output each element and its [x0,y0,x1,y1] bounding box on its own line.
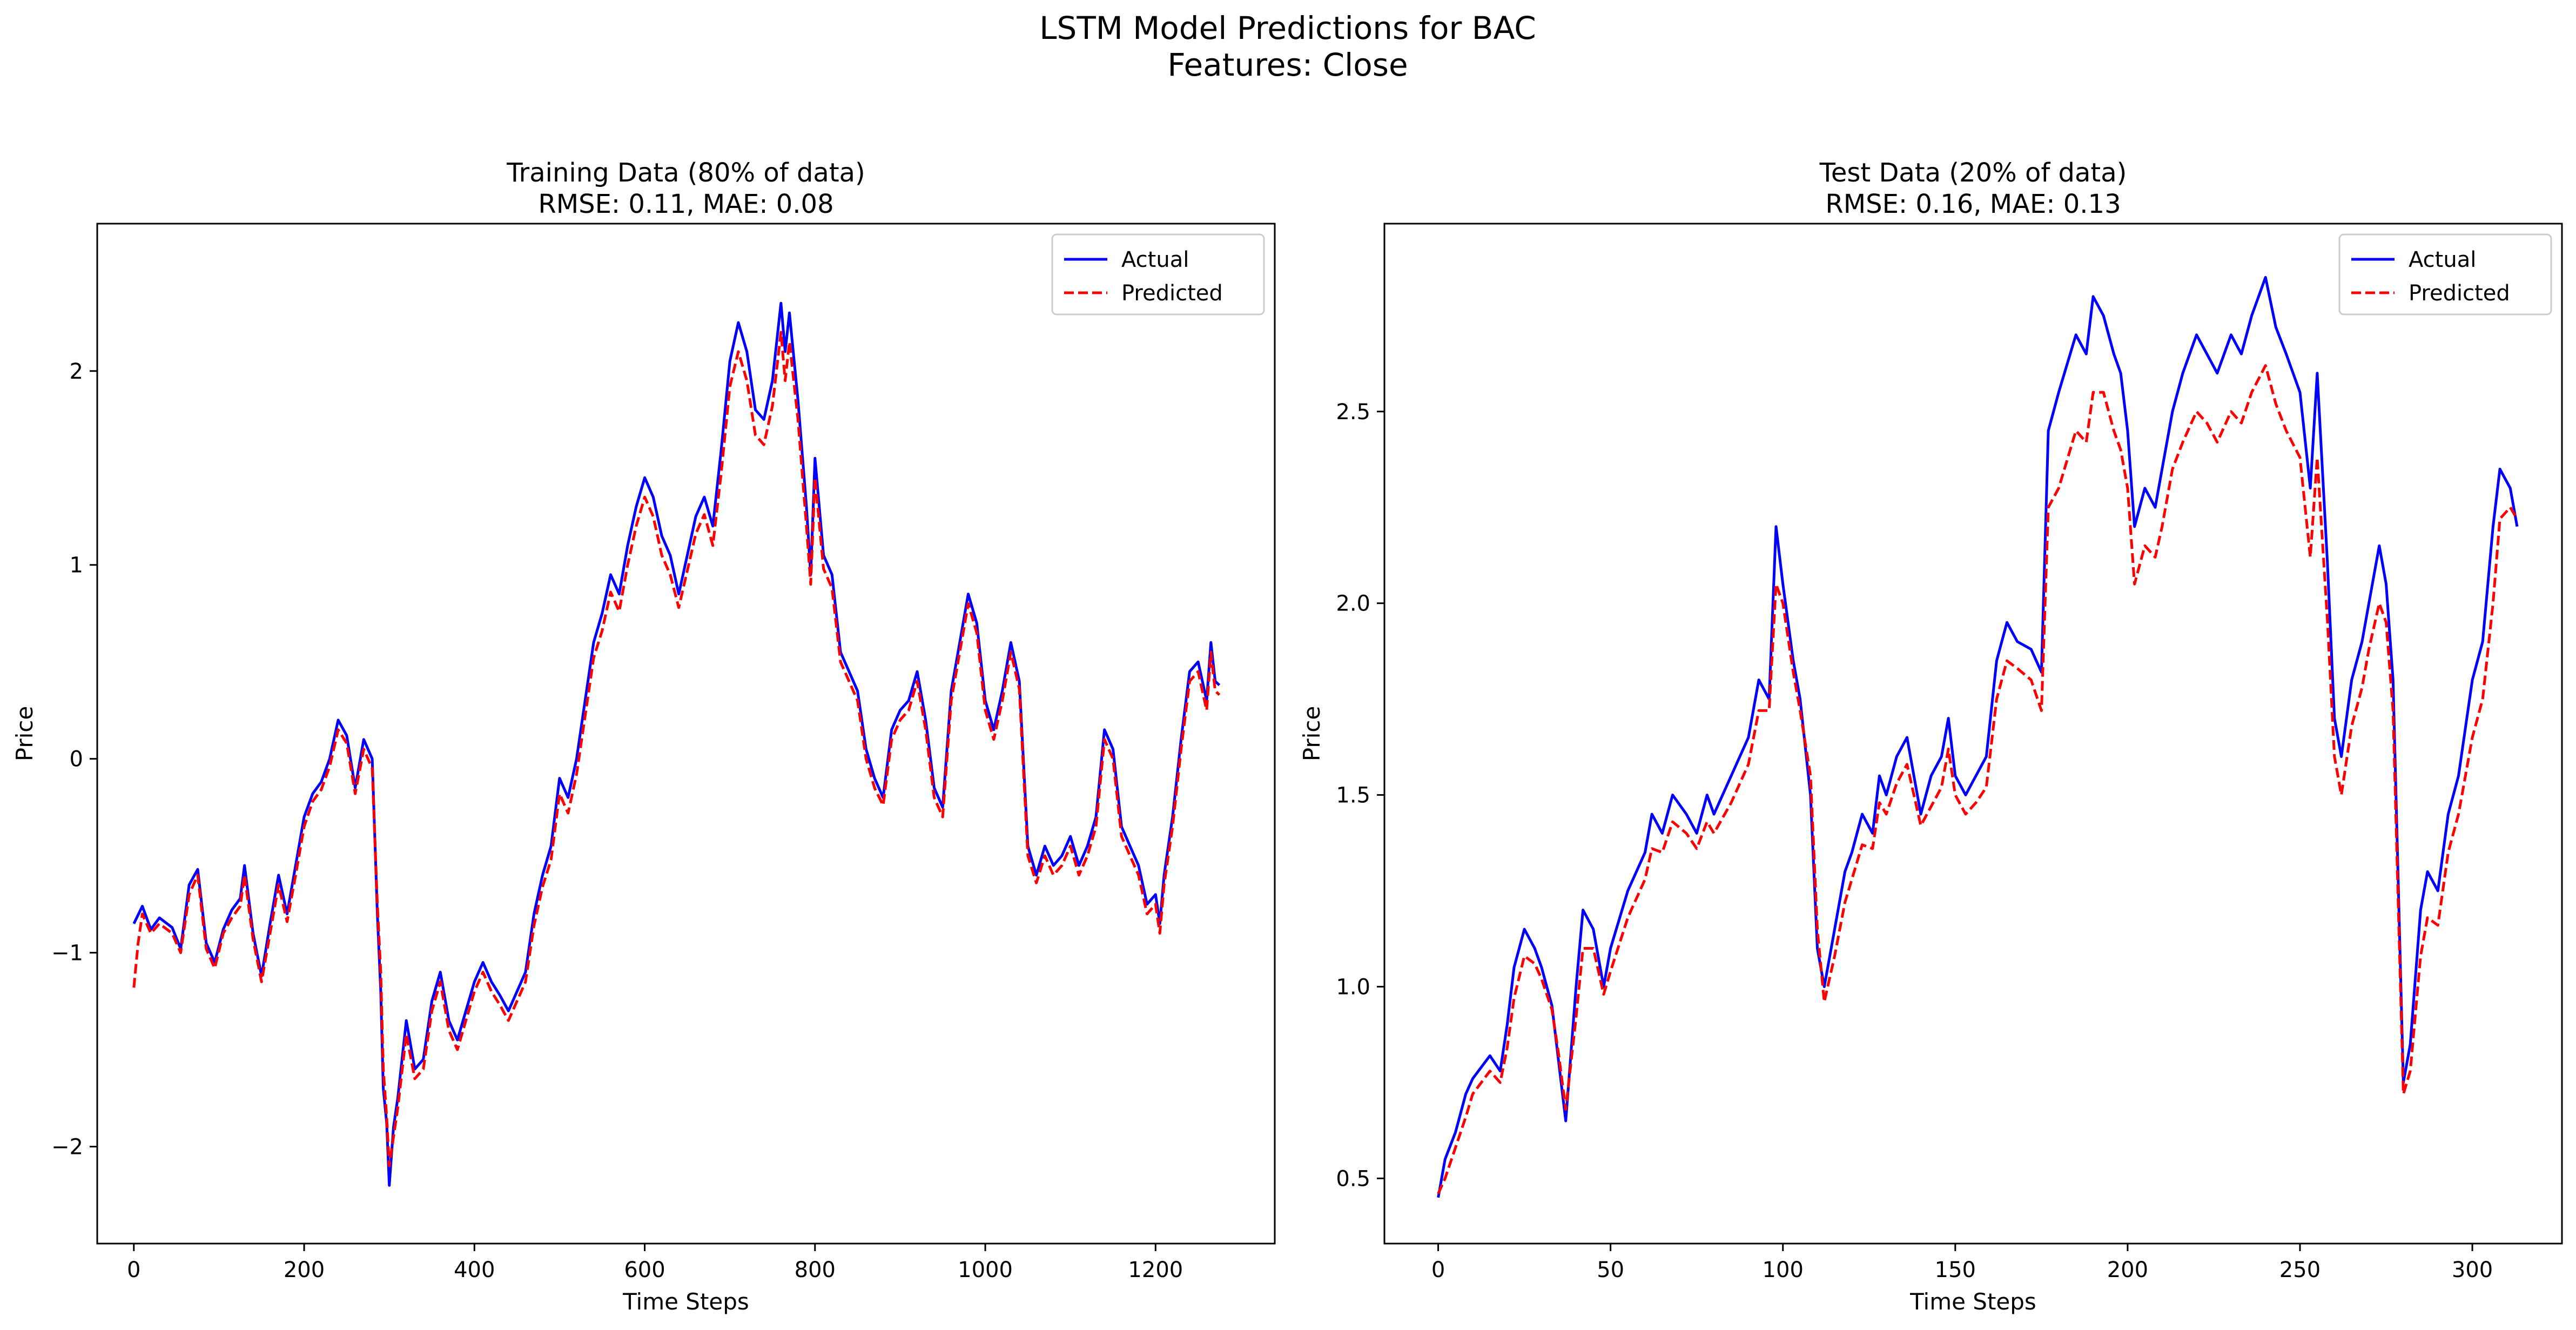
training-chart-title-line2: RMSE: 0.11, MAE: 0.08 [538,189,833,219]
figure-title-line2: Features: Close [1167,46,1408,83]
test-x-tick-label: 50 [1597,1258,1624,1282]
training-series-actual-line [132,301,1221,1187]
test-x-axis-label: Time Steps [1909,1288,2036,1315]
training-x-axis-label: Time Steps [622,1288,749,1315]
training-axes-frame [96,223,1276,1245]
training-chart-title-line1: Training Data (80% of data) [506,158,865,188]
training-legend-label-actual: Actual [1121,247,1189,272]
training-x-tick-label: 1000 [958,1258,1013,1282]
test-y-tick-label: 2.0 [1336,592,1370,616]
training-series-predicted-line [132,331,1221,1167]
training-x-tick-label: 0 [127,1258,140,1282]
test-x-tick-label: 300 [2452,1258,2493,1282]
test-y-tick-label: 2.5 [1336,400,1370,425]
test-x-tick-label: 150 [1935,1258,1976,1282]
training-chart: Training Data (80% of data)RMSE: 0.11, M… [11,158,1276,1315]
test-chart-title-line1: Test Data (20% of data) [1819,158,2127,188]
test-series-actual-line [1437,276,2519,1198]
training-y-tick-label: −2 [51,1135,83,1160]
test-x-tick-label: 200 [2107,1258,2148,1282]
training-legend-label-predicted: Predicted [1121,281,1223,306]
training-legend: Actual Predicted [1051,233,1265,315]
test-x-tick-label: 250 [2279,1258,2321,1282]
test-x-tick-label: 0 [1431,1258,1445,1282]
test-chart-title-line2: RMSE: 0.16, MAE: 0.13 [1825,189,2121,219]
training-y-axis-label: Price [11,706,38,761]
test-y-tick-label: 1.0 [1336,975,1370,999]
training-x-tick-label: 400 [454,1258,495,1282]
test-series-predicted-line [1437,364,2519,1194]
training-y-tick-label: 0 [70,747,83,772]
test-legend-box [2338,233,2552,315]
training-y-tick-label: −1 [51,941,83,966]
test-y-axis-label: Price [1299,706,1325,761]
test-axes-frame [1383,223,2563,1245]
training-legend-box [1051,233,1265,315]
training-x-tick-label: 600 [624,1258,665,1282]
training-y-tick-label: 2 [70,359,83,384]
test-y-tick-label: 0.5 [1336,1166,1370,1191]
training-x-tick-label: 1200 [1128,1258,1183,1282]
test-chart: Test Data (20% of data)RMSE: 0.16, MAE: … [1299,158,2563,1315]
figure-title-line1: LSTM Model Predictions for BAC [1039,10,1536,46]
training-x-tick-label: 200 [284,1258,325,1282]
test-legend-label-actual: Actual [2409,247,2476,272]
test-x-tick-label: 100 [1763,1258,1804,1282]
test-legend-label-predicted: Predicted [2409,281,2510,306]
training-y-tick-label: 1 [70,553,83,578]
training-x-tick-label: 800 [795,1258,836,1282]
test-legend: Actual Predicted [2338,233,2552,315]
test-y-tick-label: 1.5 [1336,783,1370,808]
